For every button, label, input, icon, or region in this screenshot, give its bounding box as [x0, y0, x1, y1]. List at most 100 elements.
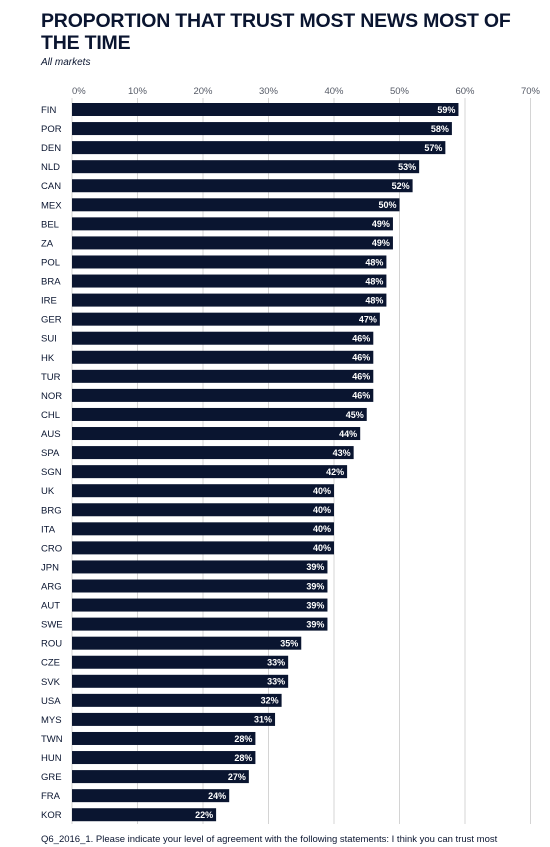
- data-label: 31%: [254, 715, 272, 725]
- category-label: BRA: [41, 277, 61, 288]
- data-label: 27%: [228, 772, 246, 782]
- data-label: 48%: [365, 276, 383, 286]
- category-label: KOR: [41, 810, 62, 821]
- data-label: 53%: [398, 162, 416, 172]
- category-label: SGN: [41, 467, 62, 478]
- bar-por: [72, 122, 452, 136]
- category-label: MYS: [41, 715, 62, 726]
- data-label: 44%: [339, 429, 357, 439]
- category-label: NLD: [41, 162, 60, 173]
- category-label: IRE: [41, 296, 57, 307]
- x-tick-label: 20%: [193, 86, 213, 97]
- chart-title: PROPORTION THAT TRUST MOST NEWS MOST OF …: [41, 10, 511, 54]
- bar-ire: [72, 293, 387, 307]
- bar-usa: [72, 693, 282, 707]
- bar-sui: [72, 331, 374, 345]
- category-label: AUS: [41, 429, 61, 440]
- bar-sgn: [72, 465, 348, 479]
- bar-brg: [72, 503, 334, 517]
- data-label: 39%: [306, 562, 324, 572]
- data-label: 33%: [267, 677, 285, 687]
- category-label: ARG: [41, 582, 62, 593]
- category-label: CHL: [41, 410, 60, 421]
- category-label: FIN: [41, 105, 56, 116]
- bars: FIN 59% POR 58% DEN 57% NLD 53% CAN 52% MEX 50% BEL 4…: [41, 103, 459, 822]
- data-label: 24%: [208, 791, 226, 801]
- x-tick-label: 70%: [521, 86, 541, 97]
- category-label: SWE: [41, 620, 63, 631]
- data-label: 32%: [261, 696, 279, 706]
- bar-twn: [72, 731, 256, 745]
- category-label: DEN: [41, 143, 61, 154]
- data-label: 28%: [234, 734, 252, 744]
- data-label: 48%: [365, 295, 383, 305]
- data-label: 43%: [333, 448, 351, 458]
- category-label: GER: [41, 315, 62, 326]
- data-label: 49%: [372, 219, 390, 229]
- bar-nld: [72, 160, 420, 174]
- bar-spa: [72, 446, 354, 460]
- data-label: 47%: [359, 314, 377, 324]
- category-label: FRA: [41, 791, 61, 802]
- bar-nor: [72, 388, 374, 402]
- bar-ger: [72, 312, 380, 326]
- bar-mex: [72, 198, 400, 212]
- data-label: 46%: [352, 391, 370, 401]
- x-tick-label: 0%: [72, 86, 86, 97]
- bar-uk: [72, 484, 334, 498]
- bar-hun: [72, 751, 256, 765]
- data-label: 39%: [306, 581, 324, 591]
- bar-jpn: [72, 560, 328, 574]
- data-label: 42%: [326, 467, 344, 477]
- bar-swe: [72, 617, 328, 631]
- bar-bra: [72, 274, 387, 288]
- data-label: 50%: [378, 200, 396, 210]
- data-label: 46%: [352, 334, 370, 344]
- bar-tur: [72, 369, 374, 383]
- category-label: SPA: [41, 448, 60, 459]
- category-label: SVK: [41, 677, 61, 688]
- bar-cro: [72, 541, 334, 555]
- bar-arg: [72, 579, 328, 593]
- data-label: 52%: [392, 181, 410, 191]
- x-tick-label: 10%: [128, 86, 148, 97]
- bar-kor: [72, 808, 217, 822]
- x-tick-label: 40%: [324, 86, 344, 97]
- data-label: 46%: [352, 353, 370, 363]
- x-tick-label: 60%: [455, 86, 475, 97]
- category-label: AUT: [41, 601, 60, 612]
- category-label: UK: [41, 486, 55, 497]
- bar-aus: [72, 427, 361, 441]
- bar-fin: [72, 103, 459, 116]
- category-label: CAN: [41, 181, 61, 192]
- bar-rou: [72, 636, 302, 650]
- bar-ita: [72, 522, 334, 536]
- data-label: 40%: [313, 486, 331, 496]
- bar-aut: [72, 598, 328, 612]
- footnote: Q6_2016_1. Please indicate your level of…: [41, 834, 498, 845]
- category-label: CZE: [41, 658, 60, 669]
- bar-hk: [72, 350, 374, 364]
- data-label: 59%: [437, 105, 455, 115]
- bar-cze: [72, 655, 289, 669]
- data-label: 40%: [313, 505, 331, 515]
- category-label: NOR: [41, 391, 62, 402]
- data-label: 28%: [234, 753, 252, 763]
- bar-fra: [72, 789, 230, 803]
- bar-bel: [72, 217, 393, 231]
- category-label: USA: [41, 696, 61, 707]
- category-label: POL: [41, 257, 60, 268]
- category-label: BEL: [41, 219, 59, 230]
- data-label: 40%: [313, 543, 331, 553]
- category-label: SUI: [41, 334, 57, 345]
- data-label: 33%: [267, 658, 285, 668]
- chart-subtitle: All markets: [41, 57, 91, 68]
- bar-mys: [72, 712, 276, 726]
- bar-chl: [72, 407, 367, 421]
- x-tick-label: 30%: [259, 86, 279, 97]
- category-label: ITA: [41, 524, 56, 535]
- bar-svk: [72, 674, 289, 688]
- data-label: 39%: [306, 619, 324, 629]
- bar-can: [72, 179, 413, 193]
